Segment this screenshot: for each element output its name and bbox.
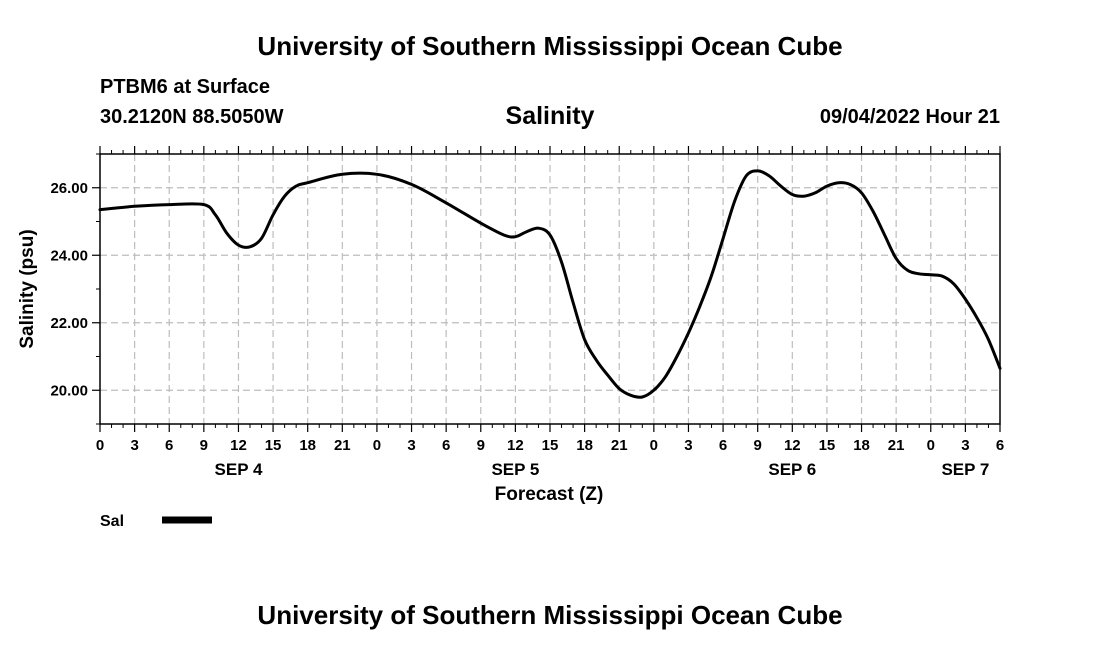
- x-tick-label: 3: [684, 437, 692, 454]
- x-tick-label: 21: [334, 437, 351, 454]
- x-tick-label: 18: [853, 437, 870, 454]
- variable-title: Salinity: [505, 102, 595, 130]
- x-tick-label: 6: [442, 437, 450, 454]
- x-tick-label: 3: [130, 437, 138, 454]
- date-label: SEP 5: [491, 460, 539, 479]
- legend-label: Sal: [100, 513, 124, 530]
- x-tick-label: 15: [819, 437, 836, 454]
- x-tick-label: 6: [719, 437, 727, 454]
- x-tick-label: 0: [927, 437, 935, 454]
- x-tick-label: 6: [165, 437, 173, 454]
- y-tick-label: 20.00: [50, 382, 88, 399]
- x-tick-label: 21: [611, 437, 628, 454]
- date-labels: SEP 4 SEP 5 SEP 6 SEP 7: [215, 460, 990, 479]
- x-tick-label: 18: [299, 437, 316, 454]
- footer-title: University of Southern Mississippi Ocean…: [257, 600, 843, 630]
- x-tick-label: 15: [542, 437, 559, 454]
- date-label: SEP 4: [215, 460, 263, 479]
- x-tick-label: 0: [373, 437, 381, 454]
- station-coordinates: 30.2120N 88.5050W: [100, 106, 284, 128]
- x-tick-label: 3: [407, 437, 415, 454]
- x-tick-label: 0: [96, 437, 104, 454]
- axis-ticks: [92, 146, 1001, 432]
- date-label: SEP 6: [768, 460, 816, 479]
- x-tick-label: 3: [961, 437, 969, 454]
- station-name: PTBM6 at Surface: [100, 76, 271, 98]
- y-tick-labels: 20.00 22.00 24.00 26.00: [50, 180, 88, 400]
- x-tick-labels: 0 3 6 9 12 15 18 21 0 3 6 9 12 15 18 21 0 3 6 9 12 15 18 21 0 3 6: [96, 437, 1004, 454]
- x-tick-label: 12: [507, 437, 524, 454]
- forecast-datetime: 09/04/2022 Hour 21: [819, 106, 1000, 128]
- y-tick-label: 26.00: [50, 180, 88, 197]
- x-tick-label: 18: [576, 437, 593, 454]
- x-tick-label: 6: [996, 437, 1004, 454]
- x-tick-label: 12: [230, 437, 247, 454]
- x-tick-label: 9: [477, 437, 485, 454]
- y-axis-label: Salinity (psu): [17, 229, 38, 348]
- grid-lines: [100, 154, 1000, 424]
- x-tick-label: 12: [784, 437, 801, 454]
- y-tick-label: 22.00: [50, 315, 88, 332]
- x-tick-label: 15: [265, 437, 282, 454]
- y-tick-label: 24.00: [50, 247, 88, 264]
- x-axis-label: Forecast (Z): [495, 484, 604, 505]
- series-line-sal: [98, 169, 1002, 399]
- date-label: SEP 7: [941, 460, 989, 479]
- x-tick-label: 9: [200, 437, 208, 454]
- x-tick-label: 9: [754, 437, 762, 454]
- chart-main-title: University of Southern Mississippi Ocean…: [257, 31, 843, 61]
- x-tick-label: 21: [888, 437, 905, 454]
- x-tick-label: 0: [650, 437, 658, 454]
